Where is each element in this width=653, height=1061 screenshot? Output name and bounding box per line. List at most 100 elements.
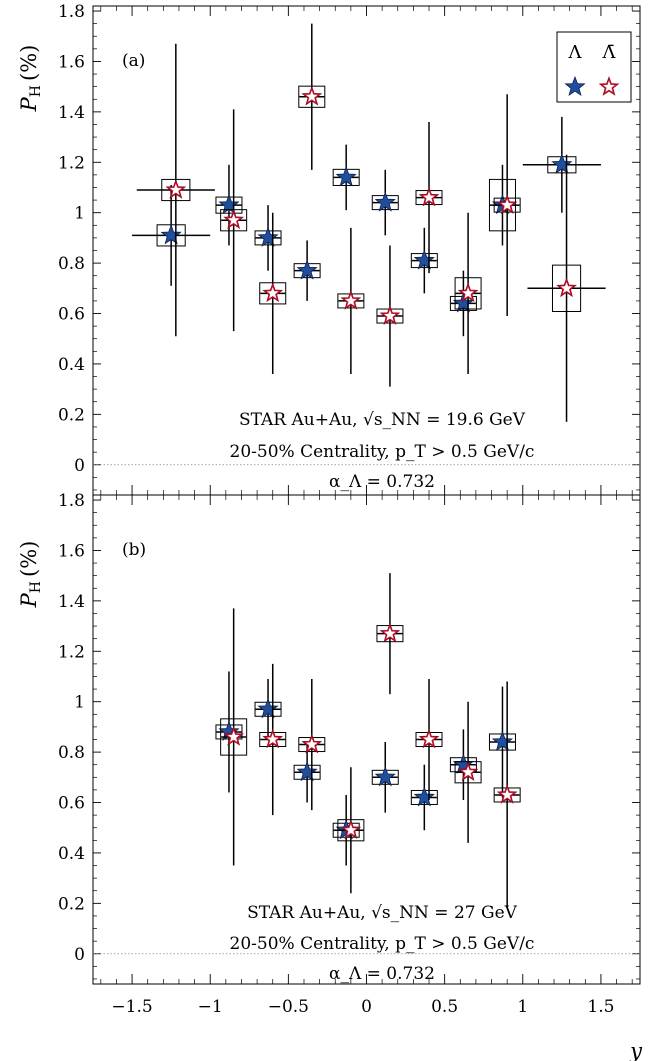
legend-star bbox=[564, 75, 586, 97]
marker-star bbox=[296, 259, 318, 280]
panel-a: 0 0.2 0.4 0.6 0.8 1 1.2 1.4 1.6 1.8 (a) PH(%) Λ Λ… bbox=[17, 2, 641, 496]
marker-star bbox=[223, 209, 244, 230]
antilambda-point bbox=[493, 681, 521, 909]
lambda-point bbox=[293, 240, 321, 301]
y-tick-label: 1 bbox=[74, 693, 85, 713]
legend-star bbox=[598, 76, 620, 96]
y-tick-label: 0.8 bbox=[58, 743, 85, 763]
y-tick-label: 0 bbox=[74, 456, 85, 476]
y-tick-label: 0.8 bbox=[58, 254, 85, 274]
y-tick-label: 0.4 bbox=[58, 355, 85, 375]
antilambda-point bbox=[337, 227, 365, 375]
antilambda-point bbox=[376, 245, 404, 387]
marker-star bbox=[165, 179, 187, 199]
marker-star bbox=[551, 153, 573, 174]
antilambda-point bbox=[298, 23, 326, 170]
panel-b-annotation-2: 20-50% Centrality, p_T > 0.5 GeV/c bbox=[230, 934, 535, 954]
panel-a-ylabel: PH(%) bbox=[17, 45, 44, 113]
antilambda-point bbox=[259, 663, 287, 816]
legend-label-antilambda: Λ̄ bbox=[602, 42, 617, 63]
lambda-point bbox=[215, 164, 243, 246]
y-tick-label: 1.8 bbox=[58, 2, 85, 22]
lambda-point bbox=[449, 729, 477, 800]
marker-star bbox=[418, 186, 440, 207]
lambda-point bbox=[132, 184, 211, 286]
antilambda-point bbox=[298, 679, 326, 811]
lambda-point bbox=[488, 686, 516, 798]
panel-b-ylabel: PH(%) bbox=[17, 541, 44, 609]
y-tick-label: 1.6 bbox=[58, 541, 85, 561]
marker-star bbox=[223, 726, 244, 746]
antilambda-point bbox=[415, 679, 443, 800]
antilambda-point bbox=[454, 701, 482, 843]
antilambda-point bbox=[220, 109, 248, 332]
marker-star bbox=[379, 622, 401, 643]
panel-b-label: (b) bbox=[122, 540, 146, 560]
y-tick-label: 0.6 bbox=[58, 305, 85, 325]
marker-star bbox=[496, 784, 518, 804]
marker-star bbox=[379, 305, 401, 325]
marker-star bbox=[457, 282, 479, 303]
x-tick-label: 1.5 bbox=[587, 997, 614, 1017]
marker-star bbox=[262, 728, 284, 749]
marker-star bbox=[496, 194, 518, 214]
panel-a-annotation-2: 20-50% Centrality, p_T > 0.5 GeV/c bbox=[230, 442, 535, 462]
y-tick-label: 1.4 bbox=[58, 592, 85, 612]
x-axis-label: y bbox=[629, 1039, 643, 1061]
antilambda-point bbox=[337, 767, 365, 894]
marker-star bbox=[335, 166, 357, 187]
lambda-point bbox=[371, 742, 399, 813]
lambda-point bbox=[410, 764, 438, 831]
antilambda-point bbox=[454, 212, 482, 375]
legend: Λ Λ̄ bbox=[556, 31, 632, 103]
marker-star bbox=[457, 761, 479, 782]
marker-star bbox=[301, 733, 323, 754]
x-tick-label: −1 bbox=[198, 997, 223, 1017]
x-tick-label: −0.5 bbox=[268, 997, 309, 1017]
lambda-point bbox=[449, 270, 477, 337]
marker-star bbox=[413, 249, 435, 270]
lambda-point bbox=[522, 116, 601, 213]
antilambda-point bbox=[415, 121, 443, 274]
marker-star bbox=[262, 282, 284, 303]
panel-b: 0 0.2 0.4 0.6 0.8 1 1.2 1.4 1.6 1.8 (b) PH(%) STA… bbox=[17, 491, 641, 985]
marker-star bbox=[340, 290, 362, 310]
panel-a-annotation-3: α_Λ = 0.732 bbox=[329, 472, 435, 492]
lambda-point bbox=[254, 679, 282, 740]
panel-a-label: (a) bbox=[122, 51, 145, 71]
y-tick-label: 1.2 bbox=[58, 153, 85, 173]
marker-star bbox=[160, 224, 182, 245]
y-tick-label: 1.2 bbox=[58, 642, 85, 662]
x-tick-label: 0.5 bbox=[431, 997, 458, 1017]
marker-star bbox=[413, 786, 435, 807]
y-tick-label: 0 bbox=[74, 945, 85, 965]
x-tick-label: 1 bbox=[517, 997, 528, 1017]
marker-star bbox=[556, 277, 577, 298]
marker-star bbox=[491, 730, 514, 752]
legend-marker-antilambda bbox=[598, 76, 620, 96]
marker-star bbox=[257, 698, 279, 719]
legend-marker-lambda bbox=[564, 75, 586, 97]
y-tick-label: 0.2 bbox=[58, 894, 85, 914]
y-tick-label: 1 bbox=[74, 204, 85, 224]
antilambda-point bbox=[527, 154, 606, 422]
marker-star bbox=[374, 191, 396, 212]
y-tick-label: 1.4 bbox=[58, 103, 85, 123]
lambda-point bbox=[215, 671, 243, 793]
marker-star bbox=[374, 766, 396, 787]
y-tick-label: 1.6 bbox=[58, 52, 85, 72]
x-tick-label: −1.5 bbox=[111, 997, 152, 1017]
lambda-point bbox=[254, 205, 282, 271]
x-tick-label: 0 bbox=[361, 997, 372, 1017]
y-tick-label: 0.6 bbox=[58, 794, 85, 814]
y-tick-label: 0.4 bbox=[58, 844, 85, 864]
legend-box bbox=[556, 31, 632, 103]
panel-a-annotation-1: STAR Au+Au, √s_NN = 19.6 GeV bbox=[239, 410, 526, 430]
panel-b-annotation-3: α_Λ = 0.732 bbox=[329, 964, 435, 984]
lambda-point bbox=[410, 227, 438, 294]
marker-star bbox=[340, 819, 362, 840]
marker-star bbox=[257, 226, 279, 247]
marker-star bbox=[296, 761, 318, 782]
legend-label-lambda: Λ bbox=[568, 42, 583, 63]
